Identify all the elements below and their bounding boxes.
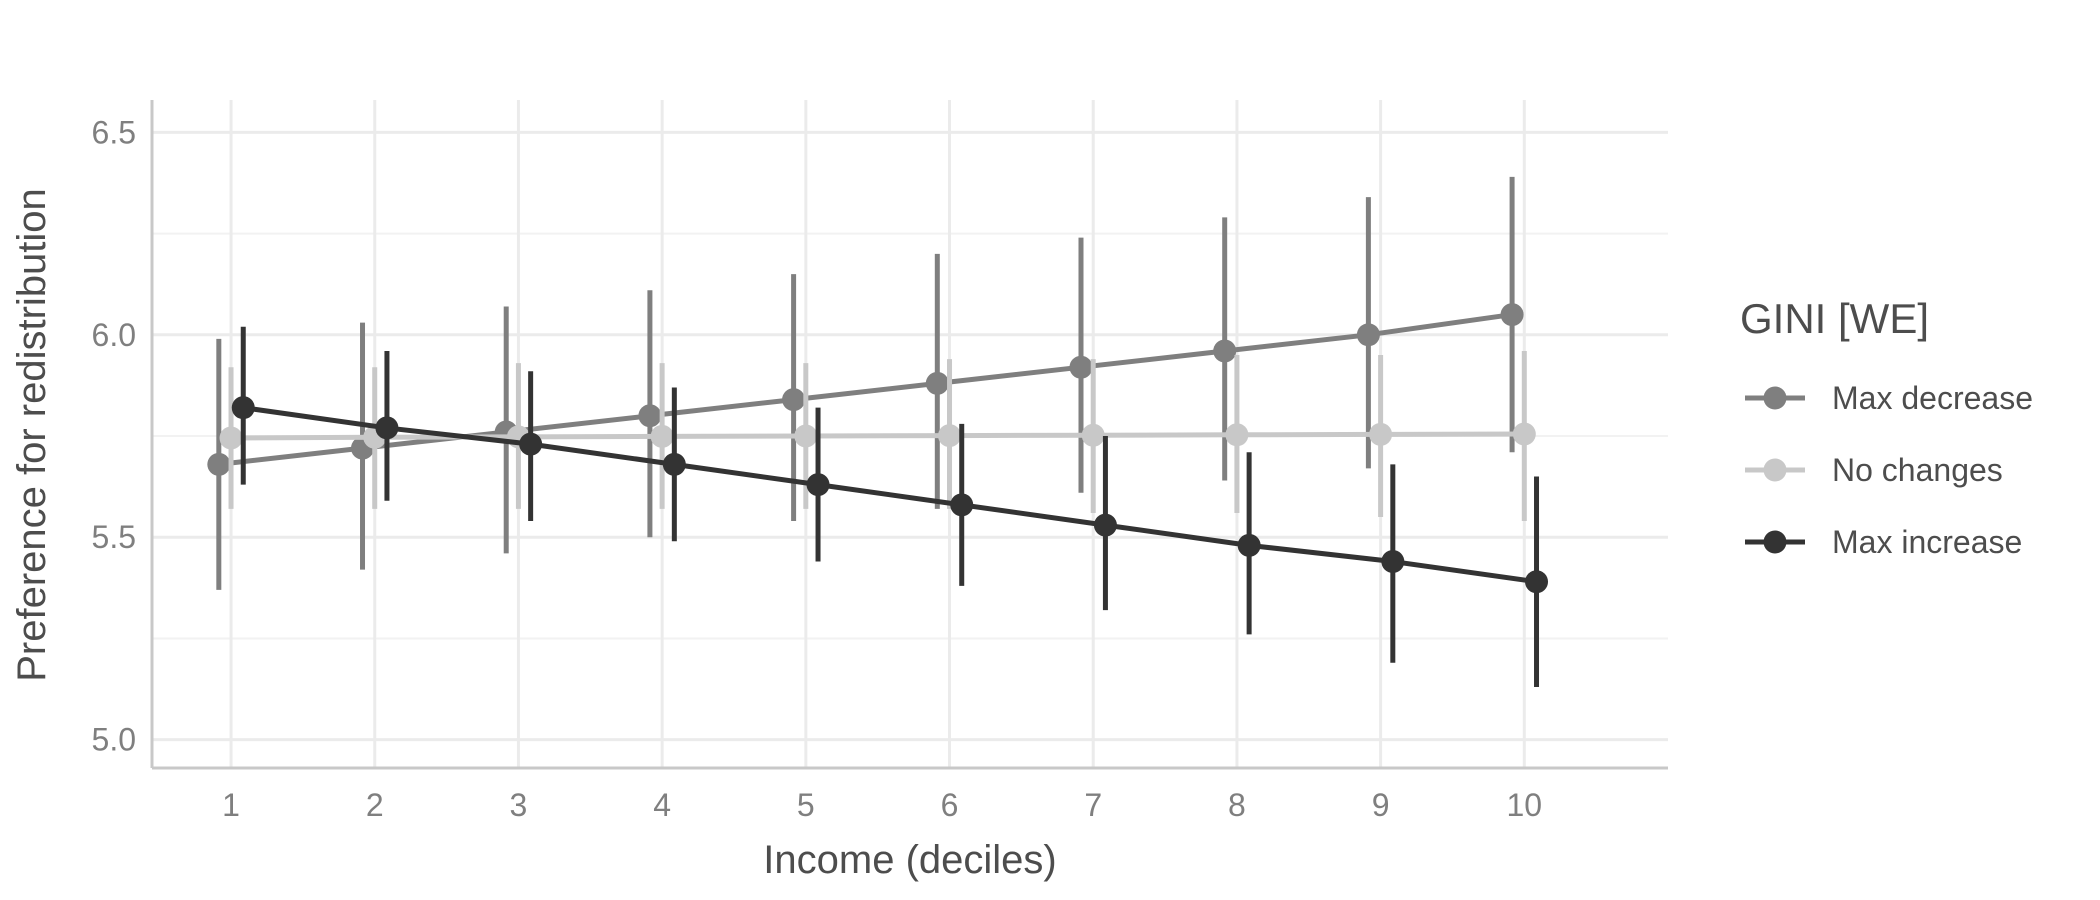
legend-item: Max decrease bbox=[1745, 380, 2033, 416]
y-tick-label: 6.0 bbox=[92, 317, 136, 353]
data-point bbox=[231, 396, 255, 420]
x-tick-label: 9 bbox=[1372, 787, 1390, 823]
data-point bbox=[1237, 533, 1261, 557]
legend-title: GINI [WE] bbox=[1740, 295, 1929, 342]
x-tick-label: 10 bbox=[1507, 787, 1543, 823]
data-point bbox=[1225, 423, 1249, 447]
series-line bbox=[218, 312, 1513, 467]
data-point bbox=[1069, 355, 1093, 379]
data-point bbox=[806, 473, 830, 497]
x-tick-label: 1 bbox=[222, 787, 240, 823]
y-tick-label: 5.0 bbox=[92, 722, 136, 758]
series-layer bbox=[207, 176, 1549, 688]
data-point bbox=[1369, 422, 1393, 446]
x-tick-label: 6 bbox=[941, 787, 959, 823]
data-point bbox=[925, 371, 949, 395]
legend-items: Max decrease No changes Max increase bbox=[1745, 380, 2033, 560]
data-point bbox=[650, 424, 674, 448]
x-tick-label: 4 bbox=[653, 787, 671, 823]
x-tick-label: 7 bbox=[1084, 787, 1102, 823]
data-point bbox=[207, 452, 231, 476]
data-point bbox=[219, 426, 243, 450]
data-point bbox=[1213, 339, 1237, 363]
x-tick-label: 8 bbox=[1228, 787, 1246, 823]
legend-item: Max increase bbox=[1745, 524, 2022, 560]
x-tick-label: 3 bbox=[510, 787, 528, 823]
series-1 bbox=[219, 351, 1536, 522]
legend-label: Max increase bbox=[1832, 524, 2022, 560]
data-point bbox=[938, 424, 962, 448]
legend-key-point bbox=[1763, 386, 1787, 410]
data-point bbox=[1381, 550, 1405, 574]
y-tick-label: 6.5 bbox=[92, 114, 136, 150]
legend-label: Max decrease bbox=[1832, 380, 2033, 416]
data-point bbox=[782, 388, 806, 412]
legend-key-point bbox=[1763, 530, 1787, 554]
legend: GINI [WE] Max decrease No changes Max incr… bbox=[1740, 295, 2033, 560]
x-axis-title: Income (deciles) bbox=[763, 838, 1056, 882]
legend-key-point bbox=[1763, 458, 1787, 482]
y-axis-title: Preference for redistribution bbox=[10, 188, 54, 682]
data-point bbox=[1081, 423, 1105, 447]
tick-labels: 5.0 5.5 6.0 6.5 1 2 3 4 5 6 7 8 9 10 bbox=[92, 114, 1543, 823]
series-0 bbox=[207, 176, 1524, 590]
data-point bbox=[1525, 570, 1549, 594]
legend-item: No changes bbox=[1745, 452, 2003, 488]
axis-layer bbox=[150, 100, 1668, 770]
series-line bbox=[242, 405, 1537, 585]
legend-label: No changes bbox=[1832, 452, 2003, 488]
data-point bbox=[662, 452, 686, 476]
x-tick-label: 5 bbox=[797, 787, 815, 823]
data-point bbox=[1500, 303, 1524, 327]
data-point bbox=[1512, 422, 1536, 446]
data-point bbox=[794, 424, 818, 448]
data-point bbox=[950, 493, 974, 517]
data-point bbox=[1356, 323, 1380, 347]
data-point bbox=[375, 416, 399, 440]
data-point bbox=[638, 404, 662, 428]
y-tick-label: 5.5 bbox=[92, 519, 136, 555]
series-2 bbox=[231, 326, 1549, 688]
data-point bbox=[519, 432, 543, 456]
x-tick-label: 2 bbox=[366, 787, 384, 823]
data-point bbox=[1093, 513, 1117, 537]
